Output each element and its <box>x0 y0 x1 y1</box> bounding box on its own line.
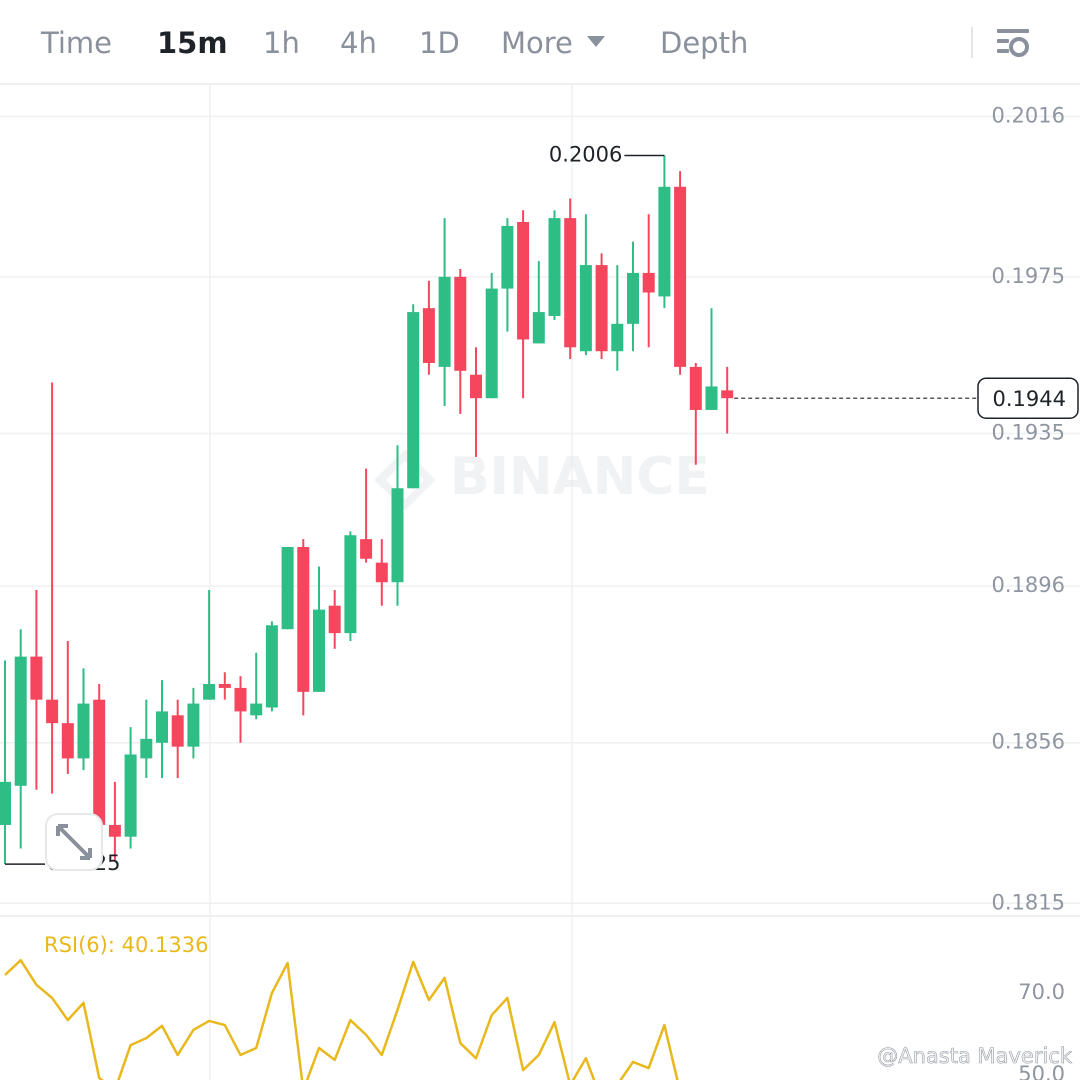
candle-body <box>375 562 388 583</box>
candle-body <box>485 288 498 399</box>
y-tick-label: 50.0 <box>1018 1062 1065 1080</box>
tab[interactable]: 4h <box>340 26 377 60</box>
candle-body <box>705 386 718 410</box>
rsi-line <box>4 958 679 1080</box>
y-tick-label: 0.1856 <box>992 730 1065 754</box>
candle-body <box>627 272 639 324</box>
y-tick-label: 0.1815 <box>992 890 1065 914</box>
y-tick-label: 0.1896 <box>992 573 1065 597</box>
y-tick-label: 70.0 <box>1018 980 1065 1004</box>
candle-body <box>407 312 420 489</box>
credit: @Anasta Maverick <box>877 1044 1073 1068</box>
price-panel: 0.2016 0.1975 0.1935 0.1896 0.1856 0.1815 0.20… <box>0 103 1080 914</box>
candle-body <box>313 609 325 692</box>
candle-body <box>595 265 608 352</box>
candle-body <box>391 488 404 583</box>
candle-body <box>140 738 153 759</box>
candle-body <box>250 703 263 716</box>
depth-tab[interactable]: Depth <box>660 26 748 60</box>
settings-icon[interactable] <box>997 29 1029 57</box>
dropdown-arrow <box>587 36 605 47</box>
candle-body <box>93 699 106 825</box>
candle-body <box>422 308 435 363</box>
price-tag <box>977 377 1079 419</box>
y-tick-label: 0.1975 <box>992 264 1065 288</box>
candle-body <box>360 539 373 559</box>
tab[interactable]: Time <box>40 26 112 60</box>
candle-body <box>187 703 200 747</box>
candle-body <box>438 276 451 367</box>
price-tag-label: 0.1944 <box>993 387 1066 411</box>
candle-body <box>501 225 514 289</box>
watermark: BINANCE <box>374 447 710 511</box>
candle-body <box>156 711 168 743</box>
candle-body <box>721 390 734 399</box>
candle-body <box>218 684 231 688</box>
candle-body <box>46 699 59 724</box>
candle-body <box>234 687 247 712</box>
candle-body <box>77 703 90 759</box>
timeframe-bar: Time 15m 1h 4h 1D More Depth <box>0 26 1080 85</box>
candle-body <box>61 723 74 759</box>
candle-body <box>564 218 577 348</box>
candle-body <box>328 605 341 634</box>
tab[interactable]: 1D <box>419 26 460 60</box>
candle-body <box>658 186 671 297</box>
candle-body <box>0 781 11 825</box>
tab-active[interactable]: 15m <box>157 26 228 60</box>
candle-body <box>344 535 357 634</box>
y-tick-label: 0.2016 <box>992 103 1065 127</box>
candle-body <box>108 824 121 837</box>
candle-body <box>689 366 702 410</box>
expand-button[interactable] <box>45 813 103 871</box>
tab[interactable]: 1h <box>263 26 300 60</box>
candle-body <box>203 684 216 700</box>
watermark-text: BINANCE <box>450 447 710 507</box>
candle-body <box>14 656 27 786</box>
candle-body <box>454 276 467 371</box>
candle-body <box>674 186 687 367</box>
candle-body <box>517 222 530 340</box>
candle-body <box>265 625 278 708</box>
candle-body <box>642 272 655 293</box>
candle-body <box>30 656 43 700</box>
rsi-label: RSI(6): 40.1336 <box>44 933 208 957</box>
candle-body <box>281 546 294 630</box>
y-tick-label: 0.1935 <box>992 420 1065 444</box>
candle-body <box>611 323 624 352</box>
candle-body <box>171 715 184 747</box>
candle-body <box>470 374 482 399</box>
more-tab[interactable]: More <box>501 26 573 60</box>
candle-body <box>548 218 561 316</box>
rsi-panel: 70.0 50.0 <box>4 958 1065 1080</box>
max-label: 0.2006 <box>549 142 622 166</box>
candle-body <box>297 546 310 692</box>
candle-body <box>579 265 592 352</box>
candle-body <box>532 312 545 344</box>
candle-body <box>124 754 137 837</box>
